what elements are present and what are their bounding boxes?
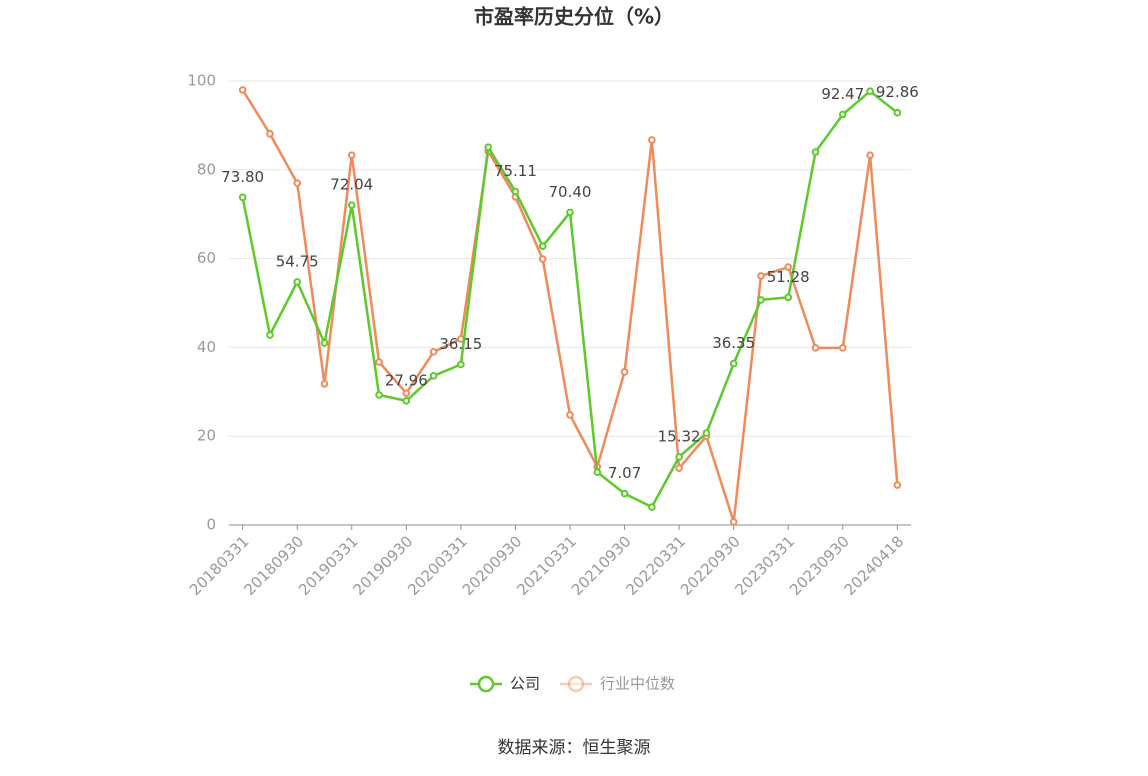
data-point	[675, 453, 683, 461]
data-point	[811, 148, 820, 156]
data-point	[784, 293, 793, 302]
y-tick-label: 0	[206, 516, 216, 534]
data-point	[648, 136, 656, 144]
data-point	[402, 397, 411, 405]
data-point	[675, 464, 683, 472]
data-label: 27.96	[385, 371, 428, 389]
data-point	[620, 489, 629, 498]
data-label: 75.11	[494, 162, 537, 180]
x-tick-label: 20240418	[841, 532, 908, 599]
data-point	[566, 411, 574, 419]
data-label: 7.07	[608, 464, 641, 482]
data-label: 70.40	[549, 183, 592, 201]
data-point	[375, 391, 383, 399]
data-label: 54.75	[276, 252, 319, 270]
data-point	[702, 429, 711, 437]
data-point	[457, 360, 465, 369]
data-point	[893, 481, 902, 489]
data-point	[320, 339, 329, 347]
data-point	[238, 193, 247, 202]
data-point	[866, 87, 874, 96]
data-point	[839, 344, 847, 352]
data-label: 92.86	[876, 83, 919, 101]
data-point	[375, 358, 383, 366]
data-point	[511, 187, 520, 196]
data-point	[866, 151, 874, 159]
data-point	[757, 296, 765, 304]
data-point	[320, 380, 329, 388]
data-label: 51.28	[767, 268, 810, 286]
data-point	[293, 278, 302, 286]
data-point	[347, 151, 356, 159]
legend-item[interactable]: 行业中位数	[560, 675, 675, 693]
legend-label: 公司	[510, 675, 540, 693]
data-point	[266, 130, 274, 138]
data-point	[402, 389, 411, 397]
legend-marker	[567, 675, 585, 693]
data-label: 92.47	[821, 85, 864, 103]
data-point	[729, 518, 738, 526]
data-label: 72.04	[330, 176, 373, 194]
data-point	[484, 143, 492, 151]
data-point	[757, 272, 765, 280]
data-point	[648, 503, 656, 511]
data-point	[238, 86, 247, 94]
data-point	[293, 179, 302, 187]
data-point	[593, 468, 602, 476]
y-tick-label: 80	[197, 160, 216, 178]
data-label: 36.15	[439, 335, 482, 353]
data-point	[266, 331, 274, 339]
data-point	[429, 372, 438, 380]
y-tick-label: 60	[197, 249, 216, 267]
data-point	[538, 242, 547, 250]
data-point	[347, 201, 356, 209]
data-label: 73.80	[221, 168, 264, 186]
data-point	[811, 344, 820, 352]
y-tick-label: 40	[197, 338, 216, 356]
legend-marker	[477, 675, 495, 693]
data-point	[538, 255, 547, 263]
data-point	[839, 110, 847, 119]
y-tick-label: 20	[197, 427, 216, 445]
data-label: 15.32	[658, 427, 701, 445]
data-label: 36.35	[712, 334, 755, 352]
legend-label: 行业中位数	[600, 675, 675, 693]
source-note: 数据来源：恒生聚源	[498, 738, 651, 758]
data-point	[429, 348, 438, 356]
data-point	[620, 368, 629, 376]
chart-title: 市盈率历史分位（%）	[474, 5, 674, 29]
data-point	[784, 263, 793, 271]
data-point	[566, 208, 574, 217]
data-point	[893, 108, 902, 117]
y-tick-label: 100	[187, 72, 216, 90]
legend-item[interactable]: 公司	[470, 675, 540, 693]
series-line	[241, 89, 899, 523]
data-point	[729, 359, 738, 368]
